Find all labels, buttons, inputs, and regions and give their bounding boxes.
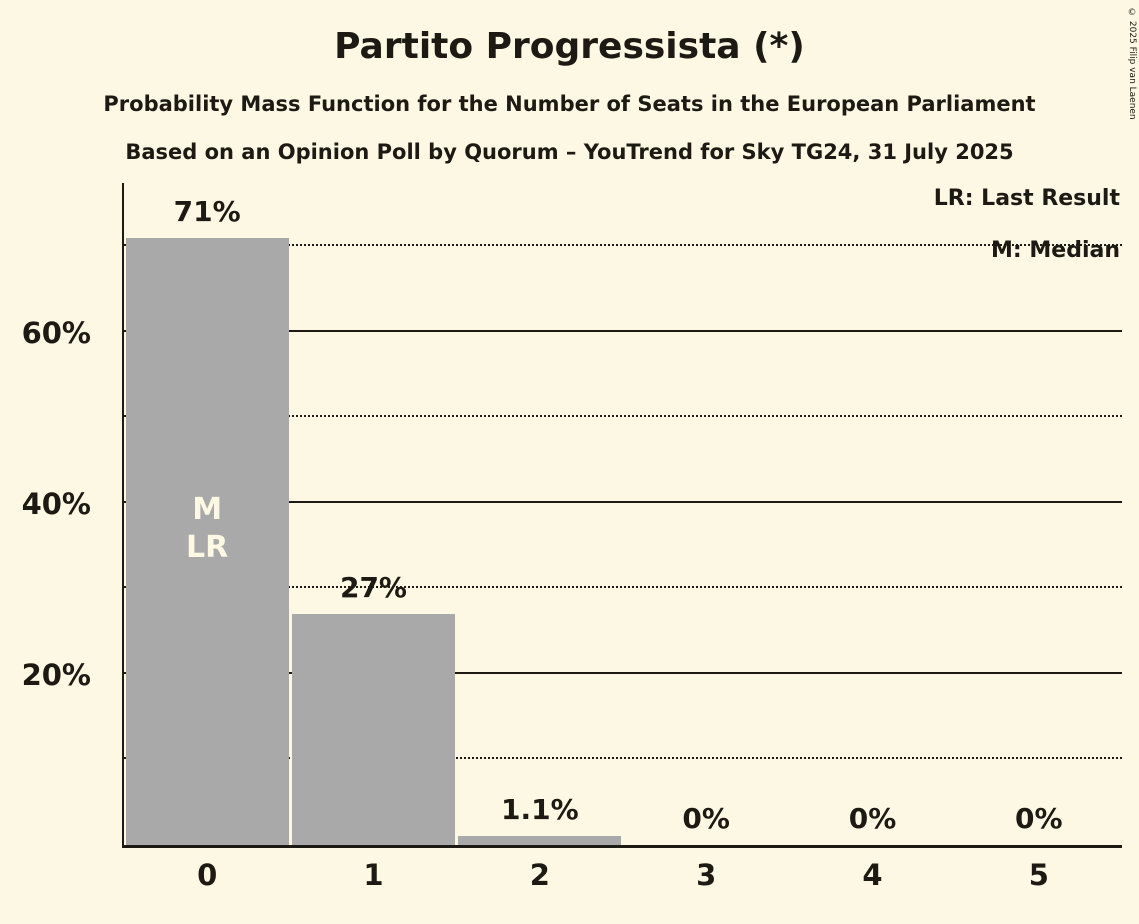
gridline-dotted-70pct [124,244,1122,247]
x-axis-label-4: 4 [862,858,883,892]
plot-area: 71% 0 M LR 27% 1 1.1% 2 0% 3 0% 4 0% 5 20% 40% 60% [22,183,1122,892]
bar-value-label-5: 0% [1015,802,1063,835]
gridline-solid-60pct [124,329,1122,332]
x-axis-label-3: 3 [696,858,717,892]
x-axis-label-5: 5 [1028,858,1049,892]
chart-title: Partito Progressista (*) [334,26,805,67]
gridline-solid-40pct [124,500,1122,503]
legend-last-result: LR: Last Result [933,186,1120,211]
copyright-notice: © 2025 Filip van Laenen [1127,8,1137,120]
legend-median: M: Median [991,238,1120,263]
x-axis-label-1: 1 [363,858,384,892]
bar-value-label-2: 1.1% [500,792,579,826]
gridline-dotted-30pct [124,586,1122,589]
chart-subtitle-line1: Probability Mass Function for the Number… [103,92,1036,116]
bar-value-label-4: 0% [848,802,897,835]
bar-inner-label-0: M LR [124,491,290,567]
bar-seats-2 [458,835,622,845]
bar-value-label-0: 71% [173,194,241,228]
gridline-solid-20pct [124,671,1122,674]
bar-seats-1 [291,614,456,845]
y-axis-label-60%: 60% [21,315,91,350]
legend: LR: Last Result M: Median [934,186,1120,290]
bar-value-label-1: 27% [339,571,407,605]
bar-inner-label-line: LR [186,530,229,565]
bar-seats-0 [125,237,289,845]
bar-value-label-3: 0% [682,802,730,835]
bar-inner-label-line: M [192,492,223,527]
y-axis-label-40%: 40% [21,486,91,521]
chart-subtitle-line2: Based on an Opinion Poll by Quorum – You… [125,140,1014,164]
gridline-dotted-10pct [124,757,1122,760]
x-axis-label-2: 2 [529,858,550,892]
x-axis-label-0: 0 [197,858,218,892]
y-axis-label-20%: 20% [21,657,91,692]
gridline-dotted-50pct [124,415,1122,418]
